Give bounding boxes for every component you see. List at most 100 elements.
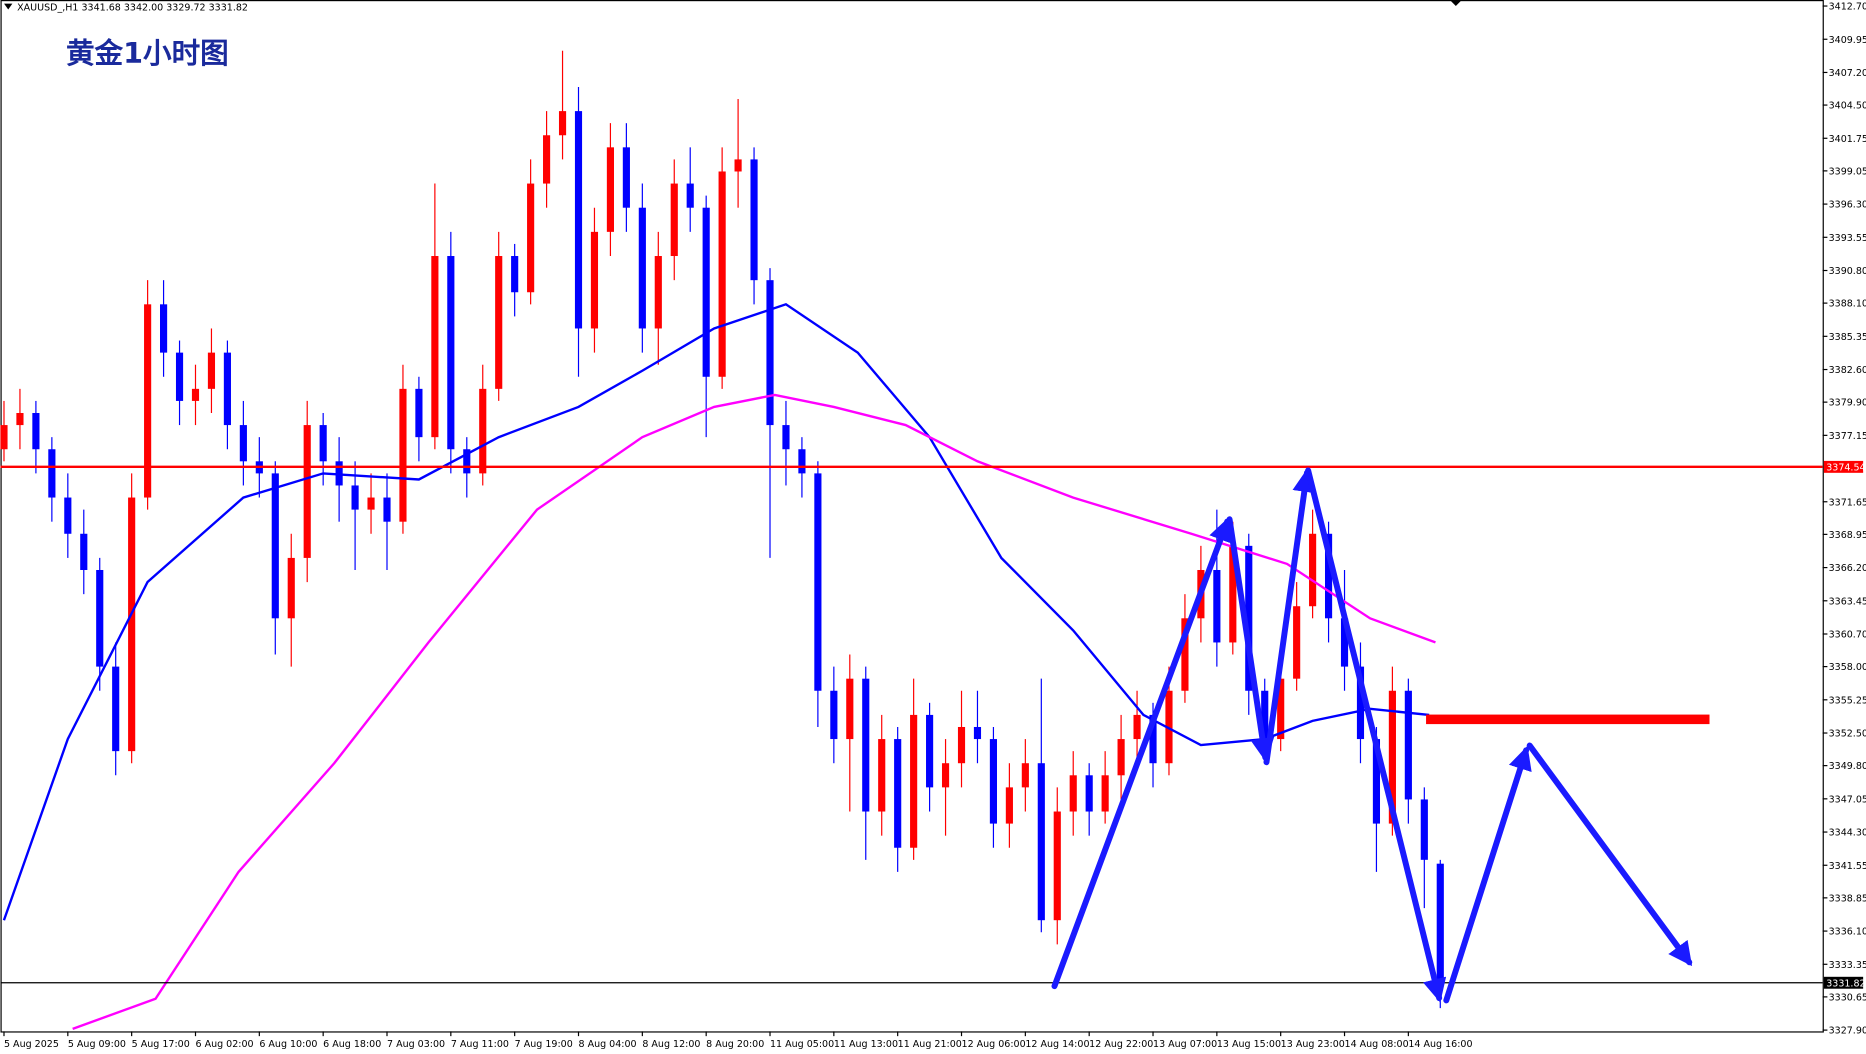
candle-body: [96, 569, 104, 667]
candle-body: [973, 726, 982, 740]
x-tick-label: 11 Aug 21:00: [898, 1039, 962, 1050]
candle-body: [463, 449, 471, 474]
x-tick-label: 6 Aug 02:00: [195, 1039, 253, 1050]
candle-body: [1340, 618, 1349, 667]
candle-body: [271, 473, 279, 619]
candle-body: [32, 413, 40, 450]
y-tick-label: 3338.85: [1829, 893, 1866, 904]
candle-body: [1213, 569, 1221, 643]
x-tick-label: 7 Aug 03:00: [387, 1039, 445, 1050]
candle-body: [558, 111, 567, 136]
candle-body: [606, 147, 614, 232]
candle-body: [1404, 690, 1412, 800]
candle-body: [1324, 533, 1333, 619]
y-tick-label: 3379.90: [1829, 398, 1866, 409]
candle-body: [574, 111, 583, 329]
candle-body: [144, 304, 152, 498]
axes: 3412.70 3409.95 3407.20 3404.50 3401.75 3399.…: [3, 2, 1866, 1050]
y-tick-label: 3360.70: [1829, 630, 1866, 641]
candle-body: [1181, 618, 1189, 691]
x-tick-label: 14 Aug 16:00: [1408, 1039, 1472, 1050]
candle-body: [654, 256, 662, 329]
arrow: [1443, 745, 1532, 1004]
y-tick-label: 3401.75: [1829, 134, 1866, 145]
y-tick-label: 3404.50: [1829, 101, 1866, 112]
candle-body: [527, 183, 535, 293]
candle-body: [1149, 714, 1157, 764]
candle-body: [1085, 775, 1093, 812]
candle-body: [846, 678, 854, 740]
candle-body: [590, 231, 599, 329]
candle-body: [16, 413, 24, 426]
candle-body: [766, 280, 774, 426]
price-marker-label: 3331.82: [1826, 978, 1865, 989]
candle-body: [399, 388, 407, 522]
arrow: [1051, 517, 1232, 990]
candle-body: [351, 485, 359, 510]
y-tick-label: 3368.95: [1829, 530, 1866, 541]
price-marker-label: 3374.54: [1826, 462, 1865, 473]
candle-body: [862, 678, 870, 812]
candle-body: [1053, 811, 1061, 921]
arrow: [1263, 468, 1317, 766]
header-icon: [4, 3, 13, 10]
x-tick-label: 5 Aug 17:00: [132, 1039, 190, 1050]
y-tick-label: 3327.90: [1829, 1026, 1866, 1037]
candle-body: [622, 147, 630, 208]
candle-body: [319, 425, 327, 462]
candle-body: [543, 135, 551, 184]
y-tick-label: 3352.50: [1829, 729, 1866, 740]
arrow: [1526, 742, 1693, 967]
candle-body: [303, 425, 311, 558]
candle-body: [1277, 678, 1285, 740]
x-tick-label: 7 Aug 11:00: [451, 1039, 509, 1050]
candle-body: [1372, 739, 1381, 824]
candle-body: [878, 739, 886, 812]
price-marker: [1823, 976, 1864, 989]
x-tick-label: 7 Aug 19:00: [515, 1039, 573, 1050]
y-tick-label: 3409.95: [1829, 35, 1866, 46]
arrow: [1305, 467, 1447, 1003]
candle-body: [1420, 799, 1428, 860]
candle-body: [910, 714, 918, 848]
annotations: [1051, 467, 1693, 1004]
candle-body: [1309, 533, 1317, 607]
candle-body: [1069, 775, 1077, 812]
candle-body: [495, 256, 503, 389]
candle-body: [175, 352, 184, 401]
candle-body: [1021, 763, 1029, 788]
candle-body: [383, 497, 391, 522]
y-tick-label: 3385.35: [1829, 332, 1866, 343]
moving-average: [2, 302, 1430, 921]
marker: [1449, 0, 1462, 6]
candle-body: [48, 449, 56, 498]
moving-average: [72, 393, 1436, 1030]
x-tick-label: 5 Aug 2025: [4, 1039, 59, 1050]
candle-body: [447, 256, 455, 450]
x-tick-label: 6 Aug 18:00: [323, 1039, 381, 1050]
candle-body: [479, 388, 487, 474]
candle-body: [431, 256, 439, 438]
y-tick-label: 3396.30: [1829, 200, 1866, 211]
y-tick-label: 3349.80: [1829, 761, 1866, 772]
candle-body: [1388, 690, 1396, 824]
x-tick-label: 11 Aug 05:00: [770, 1039, 834, 1050]
candle-body: [287, 557, 295, 619]
candle-body: [239, 425, 247, 462]
candle-body: [191, 388, 200, 401]
candle-body: [1165, 690, 1173, 764]
x-tick-label: 11 Aug 13:00: [834, 1039, 898, 1050]
candle-body: [112, 666, 120, 752]
candle-body: [894, 739, 902, 848]
candle-body: [957, 726, 966, 764]
candle-body: [367, 497, 375, 510]
arrow: [1226, 516, 1275, 763]
candle-body: [926, 714, 934, 788]
candle-body: [686, 183, 694, 208]
y-tick-label: 3377.15: [1829, 431, 1866, 442]
y-tick-label: 3371.65: [1829, 497, 1866, 508]
x-tick-label: 5 Aug 09:00: [68, 1039, 126, 1050]
candle-body: [1245, 545, 1253, 691]
